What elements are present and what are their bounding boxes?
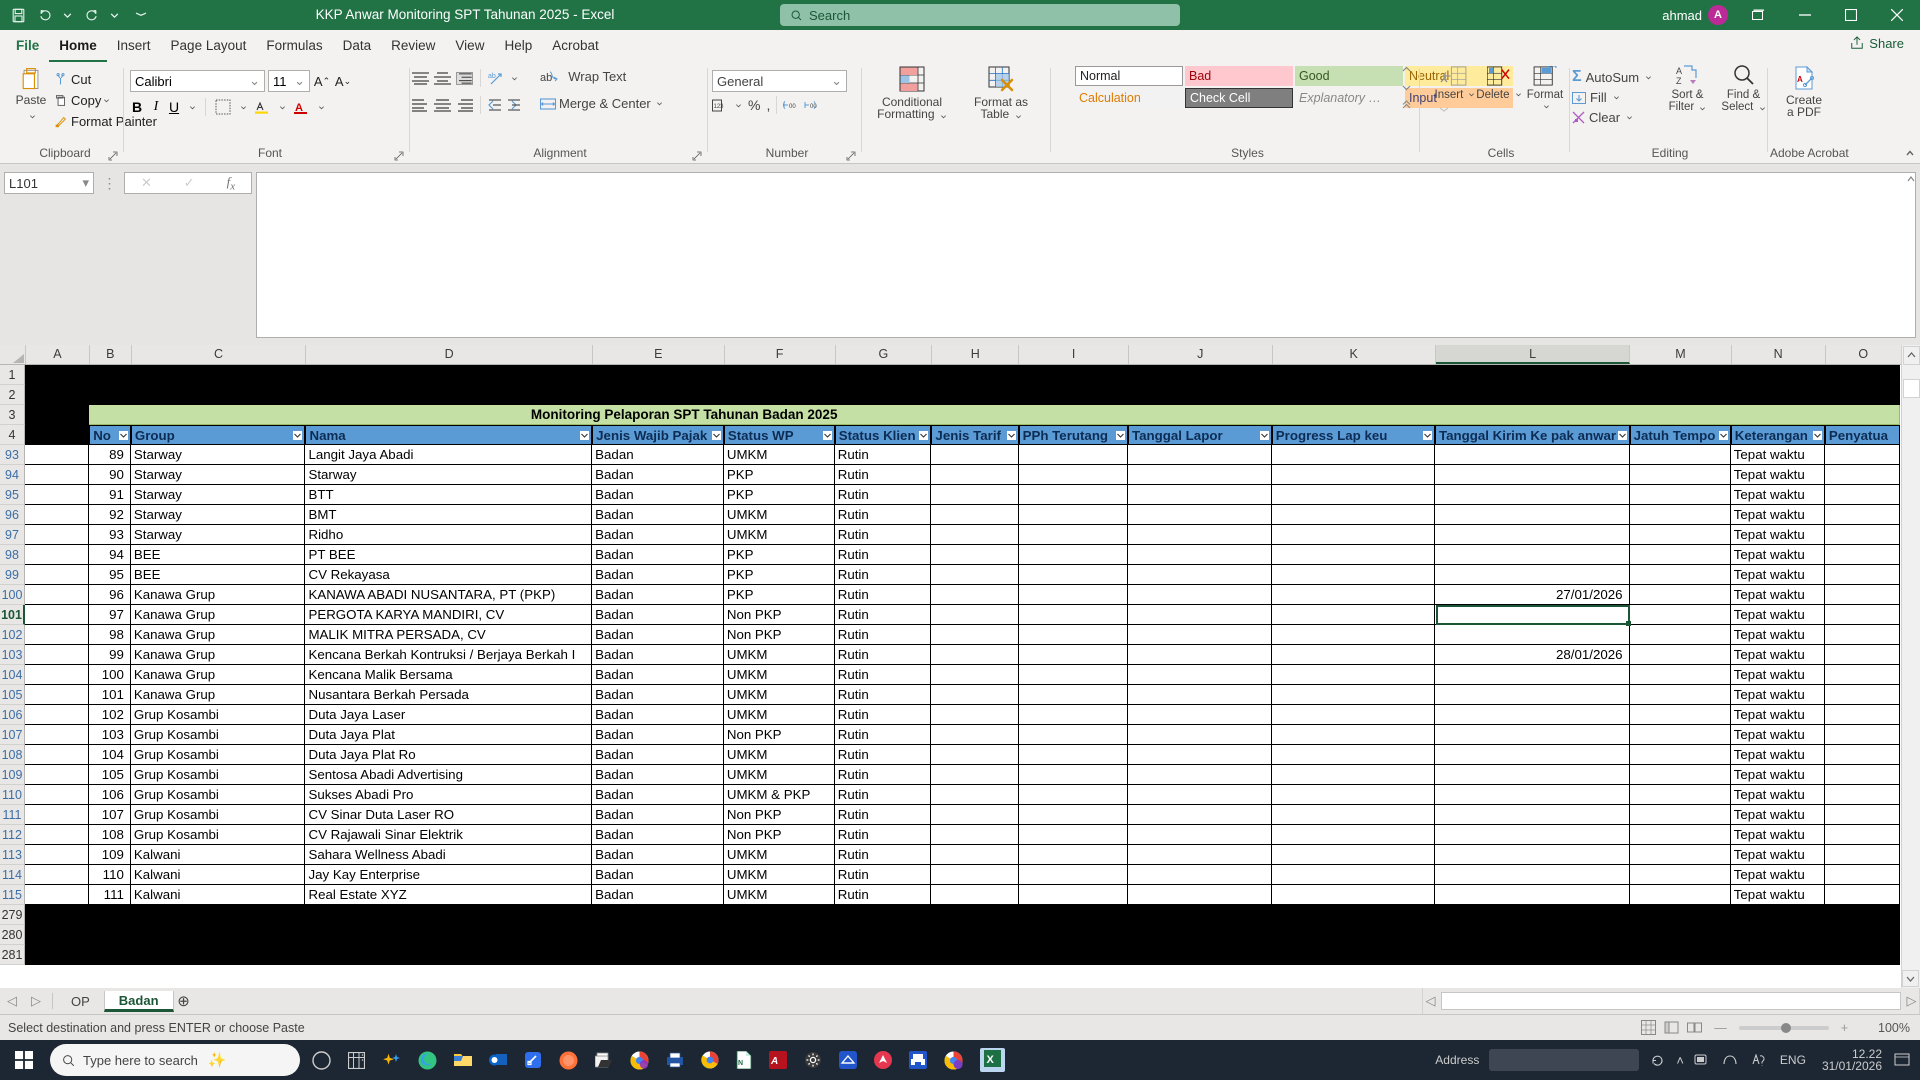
svg-text:ab: ab	[488, 73, 496, 80]
svg-text:123: 123	[714, 104, 725, 110]
svg-text:A: A	[1676, 66, 1682, 76]
svg-text:00: 00	[789, 104, 796, 110]
svg-text:A: A	[1797, 75, 1803, 84]
svg-text:A: A	[770, 1056, 778, 1067]
svg-text:N: N	[738, 1060, 743, 1067]
svg-text:X: X	[987, 1054, 995, 1066]
svg-text:Z: Z	[1676, 76, 1682, 86]
